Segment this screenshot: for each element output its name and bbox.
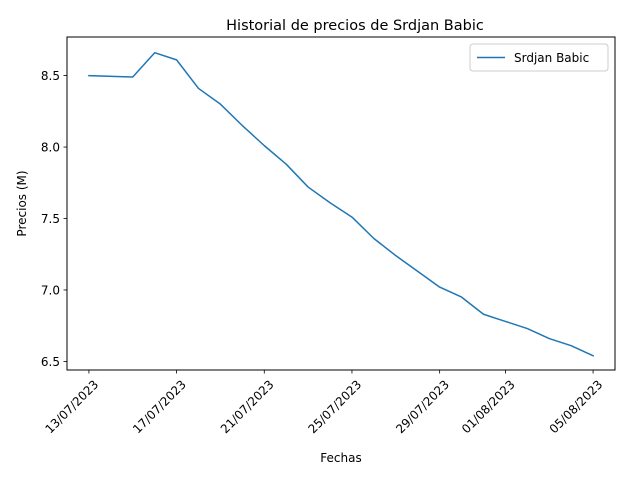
y-tick-label: 7.0 (41, 283, 60, 297)
x-tick-label: 25/07/2023 (305, 377, 364, 436)
series-layer (88, 51, 595, 357)
y-axis-label: Precios (M) (15, 170, 29, 236)
x-tick-label: 05/08/2023 (547, 377, 606, 436)
x-tick-label: 21/07/2023 (218, 377, 277, 436)
legend: Srdjan Babic (469, 43, 609, 72)
x-tick-label: 29/07/2023 (393, 377, 452, 436)
x-tick-label: 13/07/2023 (42, 377, 101, 436)
legend-label-srdjan-babic: Srdjan Babic (514, 51, 589, 65)
x-tick-label: 17/07/2023 (130, 377, 189, 436)
x-tick-label: 01/08/2023 (459, 377, 518, 436)
y-tick-label: 6.5 (41, 355, 60, 369)
y-tick-label: 8.5 (41, 69, 60, 83)
series-line-0 (88, 51, 595, 357)
chart-title: Historial de precios de Srdjan Babic (226, 18, 484, 34)
y-tick-label: 8.0 (41, 141, 60, 155)
y-tick-label: 7.5 (41, 212, 60, 226)
x-axis-label: Fechas (320, 451, 361, 465)
legend-box (469, 43, 609, 72)
axis-ticks: 6.5 7.0 7.5 8.0 8.5 13/07/2023 17/07/2023 21/07… (41, 69, 606, 436)
axes-frame (66, 36, 616, 371)
